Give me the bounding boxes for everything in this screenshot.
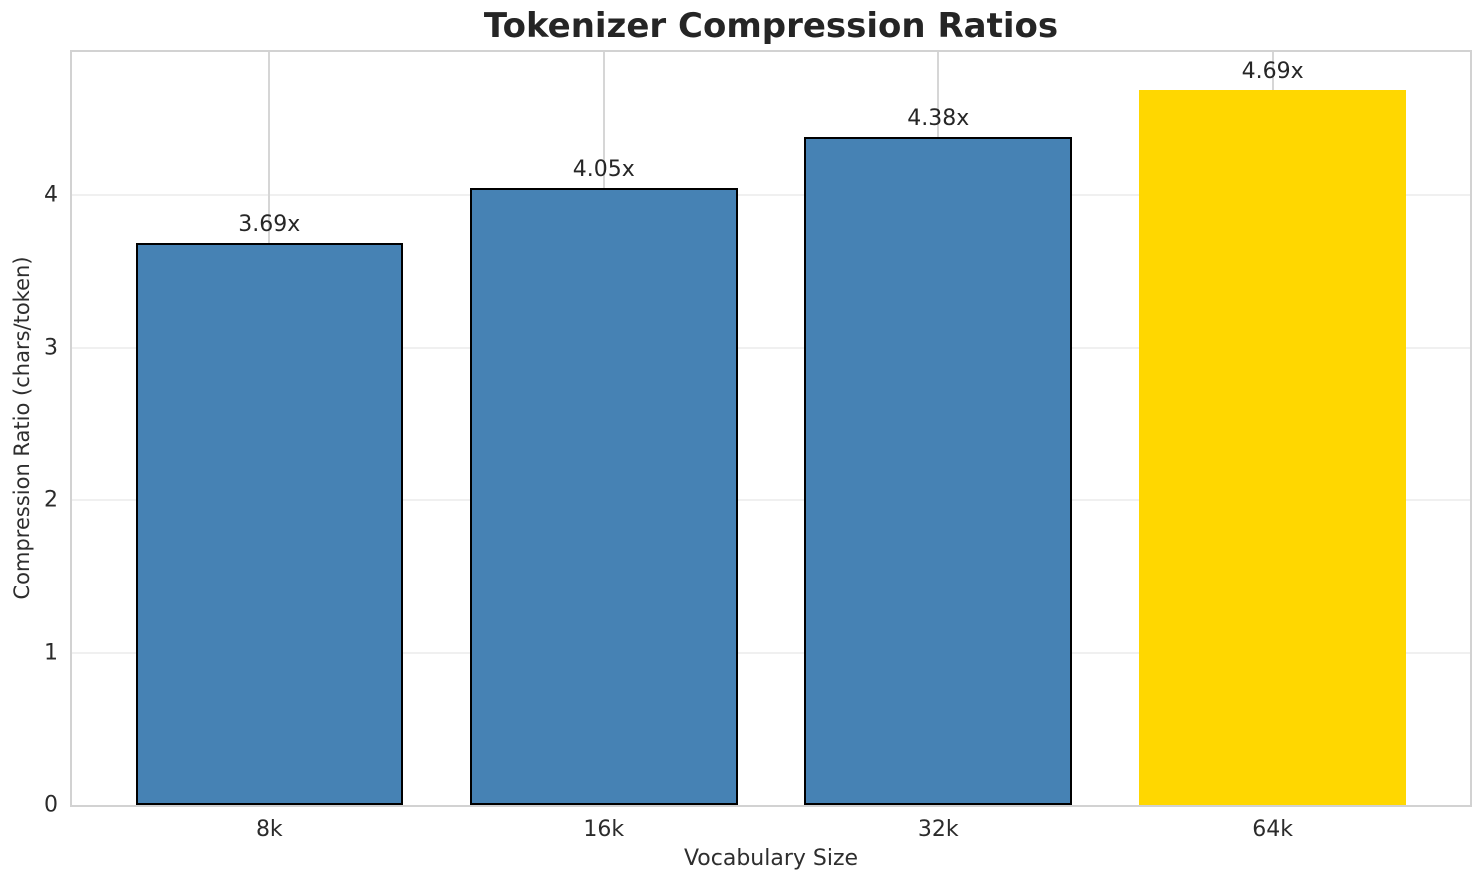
bar-value-label: 4.38x (907, 106, 970, 132)
bar-8k (135, 242, 404, 805)
x-tick-label: 8k (255, 817, 283, 842)
y-axis-label: Compression Ratio (chars/token) (10, 256, 34, 600)
y-tick-label: 3 (44, 335, 58, 361)
y-tick-label: 0 (44, 792, 58, 818)
x-axis-label: Vocabulary Size (683, 846, 859, 871)
plot-area: 3.69x 4.05x 4.38x 4.69x (70, 50, 1472, 807)
y-tick-label: 2 (44, 487, 58, 513)
bar-64k (1138, 90, 1407, 805)
bar-value-label: 3.69x (238, 211, 301, 237)
bar-value-label: 4.69x (1241, 59, 1304, 85)
x-tick-label: 32k (917, 817, 959, 842)
bar-value-label: 4.05x (572, 156, 635, 182)
bar-32k (804, 137, 1072, 805)
chart-title: Tokenizer Compression Ratios (483, 6, 1059, 46)
x-tick-label: 16k (583, 817, 625, 842)
h-gridline (72, 651, 1470, 654)
y-tick-label: 1 (44, 640, 58, 666)
y-tick-label: 4 (44, 182, 58, 208)
h-gridline (72, 194, 1470, 197)
x-tick-label: 64k (1252, 817, 1294, 842)
h-gridline (72, 346, 1470, 349)
bar-16k (469, 187, 738, 805)
h-gridline (72, 499, 1470, 502)
